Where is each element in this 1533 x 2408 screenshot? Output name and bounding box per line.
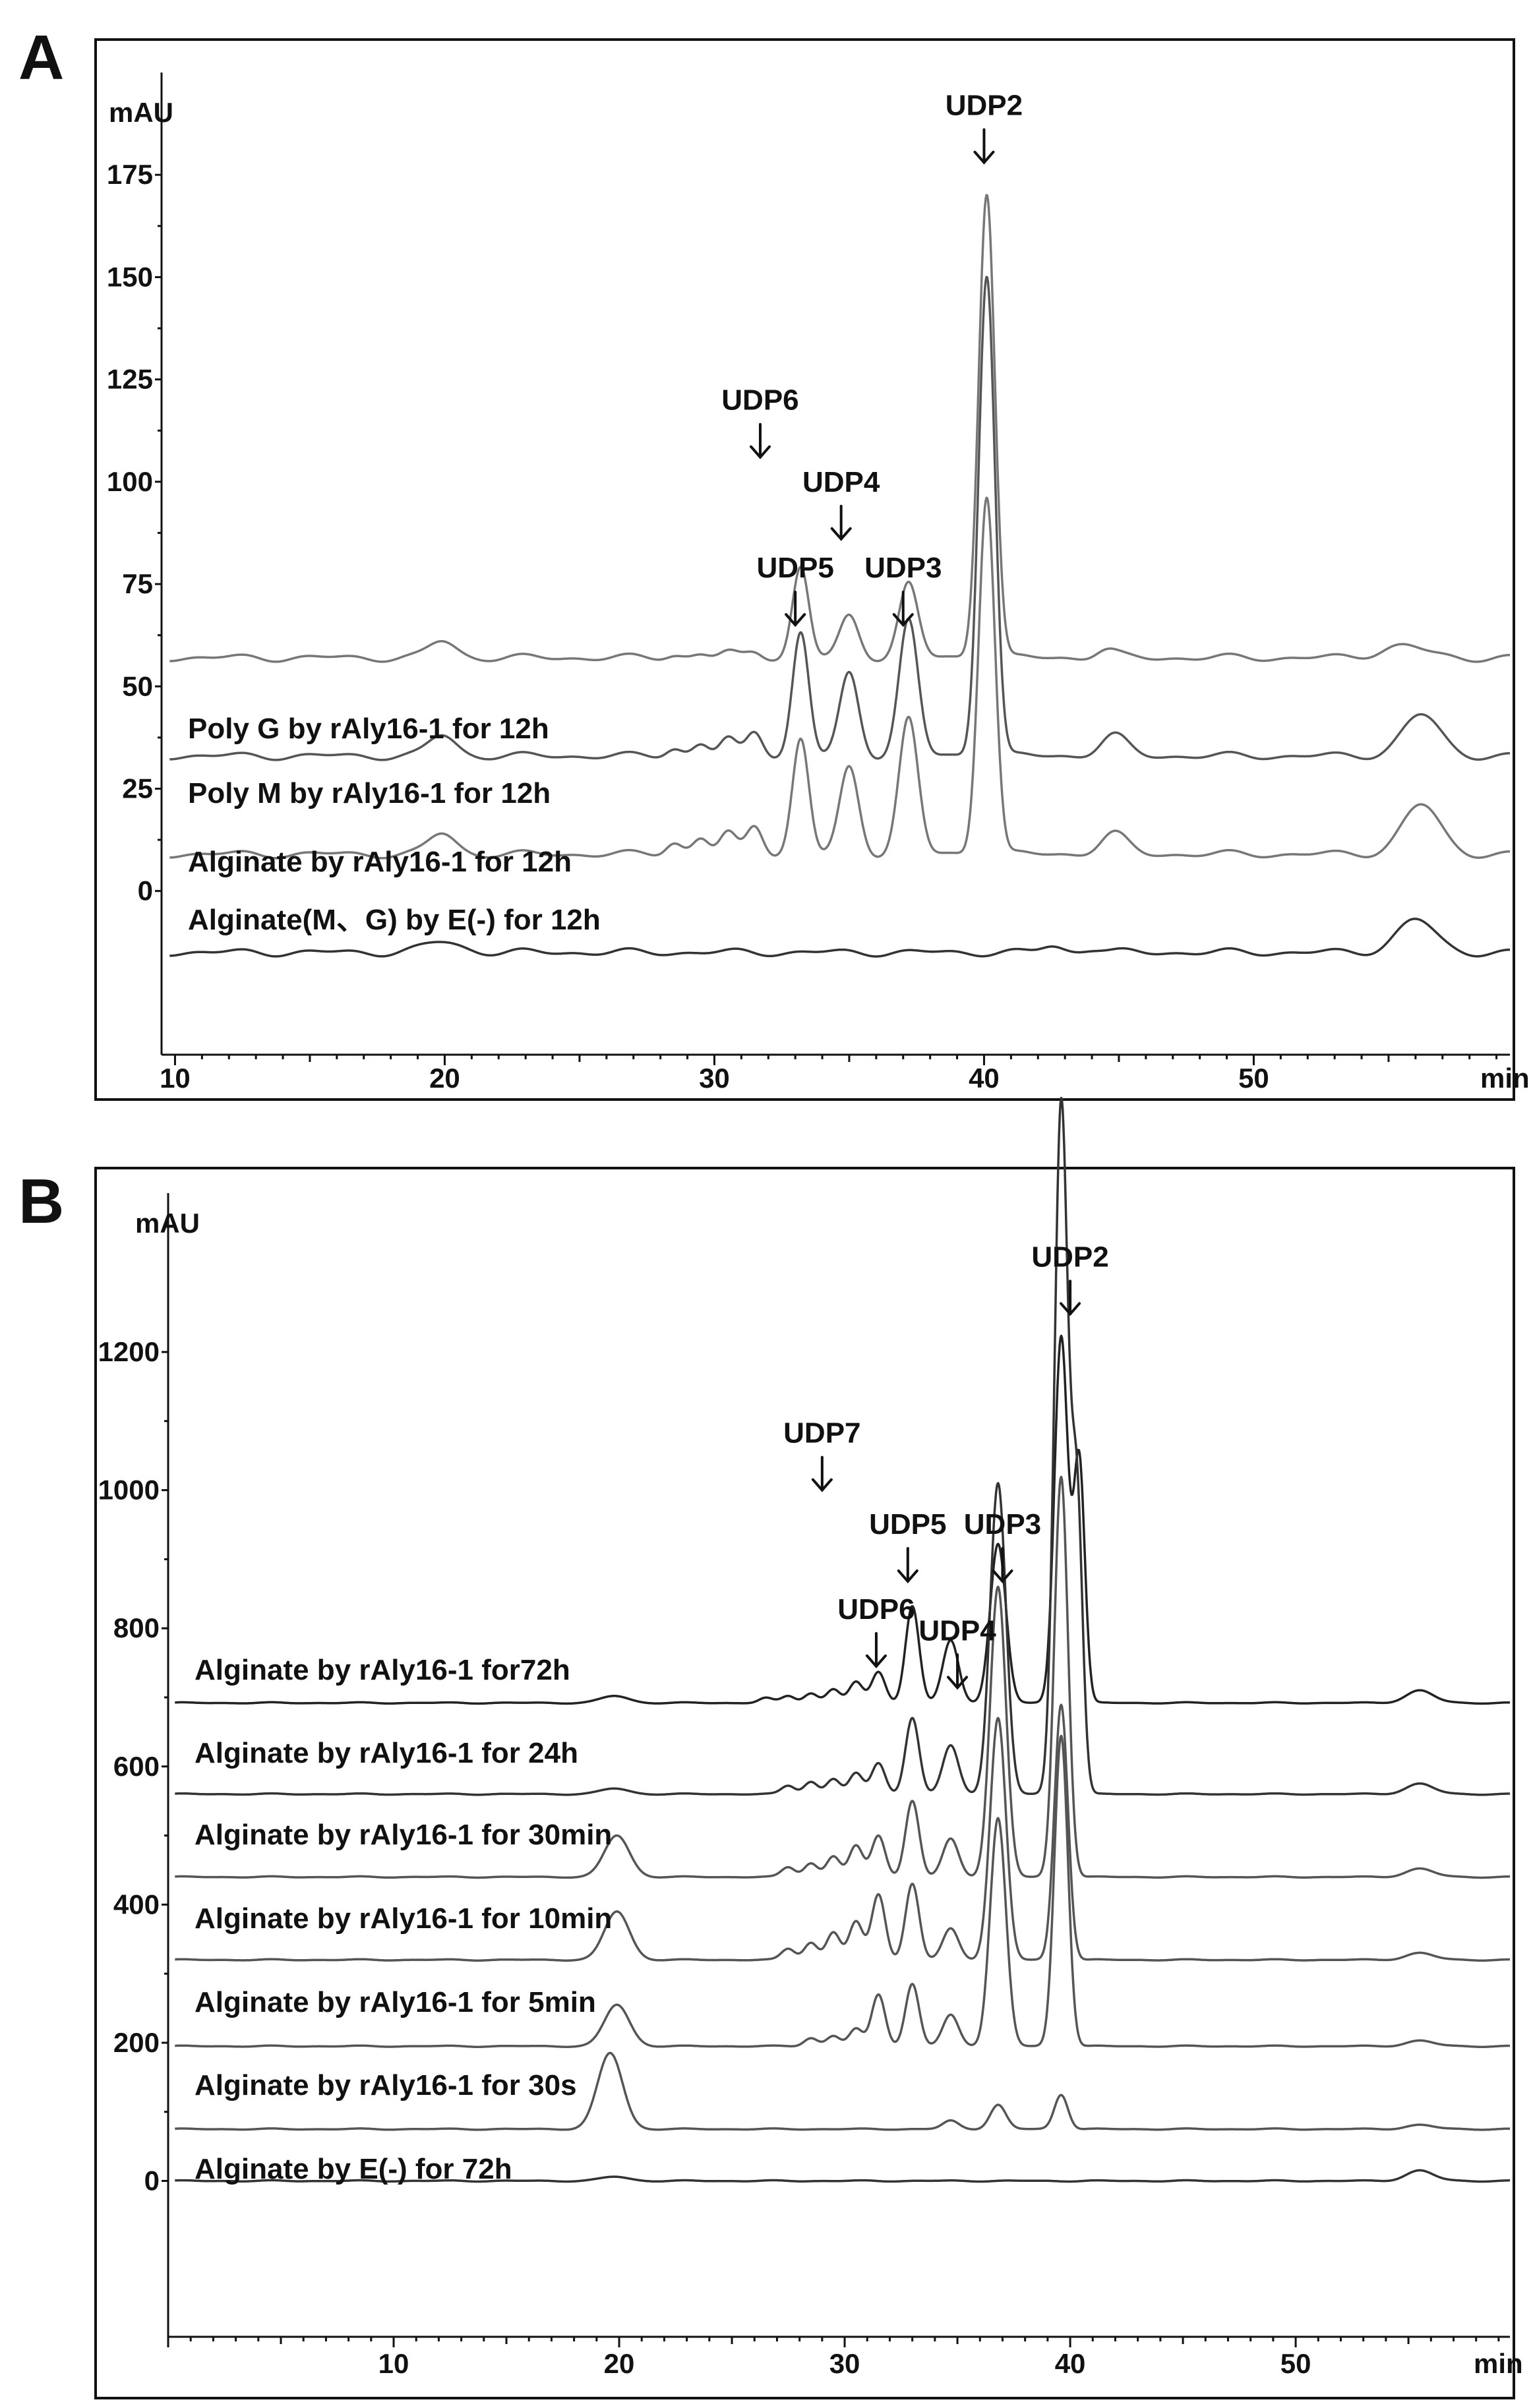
y-tick-label: 1000	[98, 1475, 160, 1506]
y-tick-label: 200	[113, 2027, 160, 2058]
trace-label-5min: Alginate by rAly16-1 for 5min	[195, 1986, 596, 2018]
peak-label-udp3: UDP3	[964, 1508, 1041, 1541]
trace-label-poly-g: Poly G by rAly16-1 for 12h	[188, 713, 549, 745]
peak-arrow-udp3	[992, 1546, 1013, 1583]
chromatogram-trace-3	[174, 1475, 1511, 1879]
x-axis-label: min	[1480, 1063, 1530, 1094]
y-tick-label: 800	[113, 1612, 160, 1643]
peak-arrow-udp4	[947, 1653, 969, 1690]
y-tick-label: 600	[113, 1751, 160, 1782]
peak-arrow-udp3	[892, 591, 914, 628]
y-tick-label: 75	[122, 568, 153, 599]
peak-label-udp6: UDP6	[721, 384, 798, 417]
peak-label-udp2: UDP2	[946, 90, 1023, 122]
peak-arrow-udp2	[973, 128, 995, 165]
trace-label-control-72h: Alginate by E(-) for 72h	[195, 2153, 512, 2185]
chromatogram-trace-4	[174, 1703, 1511, 1962]
peak-label-udp4: UDP4	[802, 466, 880, 498]
y-tick-label: 50	[122, 670, 153, 701]
x-tick-label: 50	[1238, 1063, 1269, 1094]
panel-a-trace-labels: Poly G by rAly16-1 for 12h Poly M by rAl…	[188, 713, 601, 936]
chromatogram-trace-1	[169, 194, 1511, 663]
y-tick-label: 400	[113, 1889, 160, 1920]
peak-arrow-udp5	[785, 591, 806, 628]
chromatogram-trace-6	[174, 2051, 1511, 2131]
y-tick-label: 0	[144, 2165, 160, 2196]
panel-b-letter: B	[18, 1166, 64, 1237]
x-tick-label: 10	[378, 2348, 409, 2379]
peak-label-udp5: UDP5	[756, 552, 833, 584]
y-tick-label: 150	[107, 261, 153, 292]
peak-arrow-udp7	[811, 1455, 833, 1492]
panel-b-axes: 0 200 400 600 800 1000 1200 10 20 30 40 50 min	[98, 1193, 1523, 2379]
trace-label-poly-m: Poly M by rAly16-1 for 12h	[188, 777, 551, 809]
panel-a-axes: 0 25 50 75 100 125 150 175 10 20 30 40 50 min	[107, 73, 1530, 1094]
trace-label-alginate-12h: Alginate by rAly16-1 for 12h	[188, 846, 572, 878]
peak-label-udp2: UDP2	[1031, 1241, 1108, 1273]
y-tick-label: 100	[107, 466, 153, 497]
panel-a-traces	[169, 194, 1511, 958]
peak-arrow-udp6	[865, 1631, 887, 1668]
peak-label-udp6: UDP6	[837, 1593, 915, 1626]
trace-label-30s: Alginate by rAly16-1 for 30s	[195, 2069, 577, 2101]
panel-b-traces	[174, 1096, 1511, 2183]
peak-label-udp5: UDP5	[869, 1508, 946, 1541]
trace-label-30min: Alginate by rAly16-1 for 30min	[195, 1819, 612, 1851]
chromatogram-trace-5	[174, 1734, 1511, 2048]
peak-label-udp4: UDP4	[918, 1614, 996, 1647]
x-tick-label: 20	[604, 2348, 635, 2379]
trace-label-alginate-control-12h: Alginate(M、G) by E(-) for 12h	[188, 904, 601, 936]
y-tick-label: 25	[122, 773, 153, 804]
chromatogram-trace-1	[174, 1334, 1511, 1705]
chromatogram-trace-2	[174, 1096, 1511, 1796]
y-tick-label: 125	[107, 364, 153, 395]
y-tick-label: 0	[138, 875, 153, 906]
panel-b-frame	[94, 1167, 1515, 2399]
x-axis-label: min	[1474, 2348, 1523, 2379]
peak-label-udp3: UDP3	[864, 552, 942, 584]
x-tick-label: 30	[829, 2348, 860, 2379]
panel-a-frame	[94, 38, 1515, 1101]
trace-label-10min: Alginate by rAly16-1 for 10min	[195, 1902, 612, 1935]
peak-arrow-udp2	[1060, 1279, 1081, 1316]
panel-a-letter: A	[18, 22, 64, 93]
peak-arrow-udp4	[830, 504, 852, 541]
x-tick-label: 10	[160, 1063, 191, 1094]
panel-a-y-axis-label: mAU	[109, 97, 173, 128]
chromatogram-trace-3	[169, 496, 1511, 860]
y-tick-label: 1200	[98, 1336, 160, 1367]
y-tick-label: 175	[107, 159, 153, 190]
peak-label-udp7: UDP7	[783, 1417, 860, 1450]
chromatogram-trace-4	[169, 918, 1511, 958]
x-tick-label: 40	[969, 1063, 1000, 1094]
x-tick-label: 30	[699, 1063, 730, 1094]
peak-arrow-udp5	[897, 1546, 918, 1583]
chromatogram-trace-7	[174, 2169, 1511, 2183]
trace-label-24h: Alginate by rAly16-1 for 24h	[195, 1737, 578, 1769]
x-tick-label: 40	[1055, 2348, 1086, 2379]
panel-b-trace-labels: Alginate by rAly16-1 for72h Alginate by …	[195, 1654, 612, 2185]
x-tick-label: 20	[429, 1063, 460, 1094]
peak-arrow-udp6	[749, 423, 771, 459]
chromatogram-trace-2	[169, 276, 1511, 761]
panel-a: A mAU 0 25 50 75 100 125 150 175 10 20 30 40 50 min P…	[18, 22, 1530, 1101]
trace-label-72h: Alginate by rAly16-1 for72h	[195, 1654, 570, 1686]
x-tick-label: 50	[1280, 2348, 1311, 2379]
panel-a-peak-annotations: UDP2 UDP6 UDP4 UDP5 UDP3	[721, 90, 1023, 628]
